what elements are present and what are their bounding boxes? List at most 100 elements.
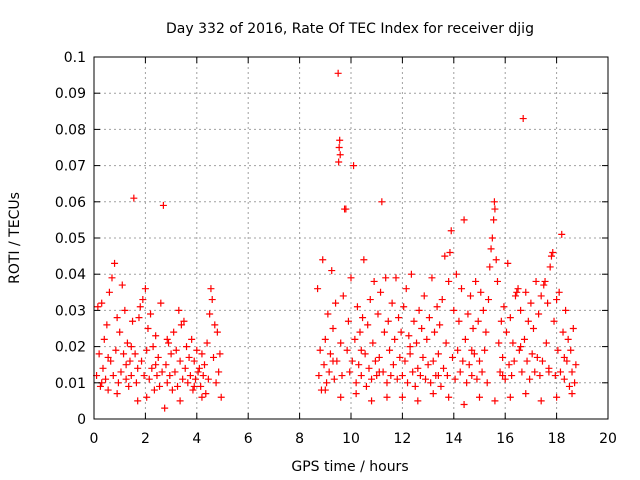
data-point [143,393,151,401]
data-point [508,372,516,380]
data-point [141,285,149,293]
data-point [383,393,391,401]
data-point [343,346,351,354]
data-point [553,296,561,304]
data-point [389,361,397,369]
data-point [490,198,498,206]
x-tick-label: 16 [496,431,514,447]
data-point [499,372,507,380]
data-point [328,267,336,275]
data-point [476,357,483,365]
data-point [544,299,552,307]
data-point [172,346,180,354]
data-point [127,372,135,380]
y-tick-labels: 0 0.01 0.02 0.03 0.04 0.05 0.06 0.07 0.08 0.09 0.1 [55,50,86,428]
data-point [161,404,169,412]
data-point [447,227,455,235]
data-point [135,314,143,322]
data-point [348,357,356,365]
data-point [166,372,174,380]
data-point [337,339,345,347]
data-point [134,397,142,405]
data-point [537,397,545,405]
data-point [524,317,532,325]
data-point [414,397,422,405]
data-point [129,317,137,325]
data-point [130,194,138,202]
data-point [500,303,508,311]
data-point [404,379,412,387]
y-tick-label: 0.02 [55,340,86,356]
data-point [450,306,458,314]
data-point [215,368,223,376]
data-point [131,350,139,358]
data-point [429,390,437,398]
data-point [506,393,514,401]
data-point [445,393,453,401]
data-point [188,335,196,343]
data-point [387,372,395,380]
data-point [396,353,404,361]
data-point [157,299,165,307]
data-point [405,332,413,340]
data-point [425,314,433,322]
data-point [535,310,543,318]
data-point [428,274,436,282]
data-point [398,372,406,380]
data-point [365,364,373,372]
data-point [519,115,527,123]
data-point [163,335,171,343]
data-point [145,375,153,383]
data-point [212,379,220,387]
data-point [513,288,521,296]
data-point [413,339,421,347]
x-tick-label: 14 [445,431,463,447]
data-point [138,357,146,365]
data-point [406,350,414,358]
data-point [427,379,435,387]
data-point [211,321,219,329]
data-point [505,361,513,369]
data-point [533,353,541,361]
data-point [116,328,124,336]
data-point [477,288,485,296]
data-point [551,372,559,380]
data-point [377,288,385,296]
data-point [452,270,460,278]
data-point [217,393,225,401]
data-point [481,346,489,354]
data-point [549,248,557,256]
data-point [410,317,418,325]
data-point [572,361,580,369]
data-point [181,364,189,372]
data-point [326,350,334,358]
data-point [501,375,509,383]
data-point [518,368,526,376]
data-point [560,375,568,383]
data-point [472,277,480,285]
data-point [104,386,112,394]
data-point [149,343,157,351]
data-point [517,306,525,314]
data-point [443,372,451,380]
data-point [335,144,343,151]
data-point [375,368,383,376]
data-point [553,393,561,401]
data-point [350,162,358,170]
x-tick-label: 8 [295,431,304,447]
data-point [204,375,212,383]
data-point [470,350,478,358]
data-point [150,386,158,394]
data-point [117,368,125,376]
data-point [143,346,151,354]
data-point [126,357,134,365]
data-point [445,277,453,285]
data-point [95,350,103,358]
data-point [359,314,367,322]
data-point [174,382,182,390]
data-point [522,390,530,398]
data-point [111,259,119,267]
data-point [415,306,423,314]
data-point [511,292,519,300]
data-point [167,350,175,358]
